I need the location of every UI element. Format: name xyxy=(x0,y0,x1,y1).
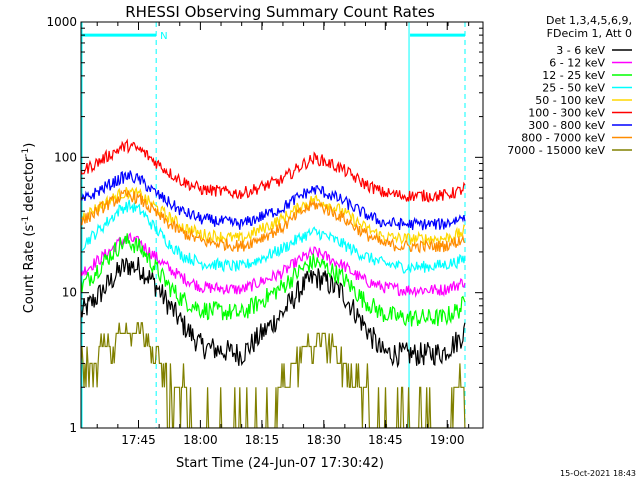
y-label-part-1: Count Rate (s xyxy=(22,225,37,314)
legend-entry-label: 100 - 300 keV xyxy=(528,107,605,120)
legend-header-line-1: Det 1,3,4,5,6,9, xyxy=(546,14,632,27)
legend-entry-label: 300 - 800 keV xyxy=(528,119,605,132)
plot-frame xyxy=(80,21,484,429)
y-tick-label: 1 xyxy=(69,421,77,435)
legend-entry-label: 7000 - 15000 keV xyxy=(507,144,605,157)
y-axis-label: Count Rate (s-1 detector-1) xyxy=(21,143,37,314)
y-tick-label: 10 xyxy=(62,286,77,300)
y-label-sup-2: -1 xyxy=(21,148,31,157)
series-line xyxy=(81,199,466,274)
x-tick-label: 18:45 xyxy=(368,433,403,447)
series-line xyxy=(81,232,466,298)
y-label-sup-1: -1 xyxy=(21,216,31,225)
series-line xyxy=(81,138,466,203)
legend-entry-label: 12 - 25 keV xyxy=(542,69,605,82)
x-axis-label: Start Time (24-Jun-07 17:30:42) xyxy=(176,456,384,471)
footer-timestamp: 15-Oct-2021 18:43 xyxy=(560,469,636,478)
y-tick-label: 100 xyxy=(54,150,77,164)
legend-header-line-2: FDecim 1, Att 0 xyxy=(547,27,632,40)
y-tick-label: 1000 xyxy=(46,15,77,29)
y-label-part-2: detector xyxy=(22,156,37,216)
flag-label: N xyxy=(160,31,167,42)
x-tick-label: 18:15 xyxy=(245,433,280,447)
legend-entry-label: 3 - 6 keV xyxy=(556,44,605,57)
series-line xyxy=(81,233,466,327)
legend-entry-label: 50 - 100 keV xyxy=(535,94,605,107)
series-line xyxy=(81,186,466,246)
series-layer xyxy=(81,138,466,428)
x-tick-label: 18:30 xyxy=(307,433,342,447)
series-line xyxy=(81,170,466,231)
axes: 1 10 100 1000 17:45 18:00 18:15 18:30 18:45 19:00 xyxy=(46,15,483,447)
y-label-part-3: ) xyxy=(22,143,37,148)
flags-layer: N xyxy=(82,31,465,42)
series-line xyxy=(81,189,466,254)
legend-entry-label: 25 - 50 keV xyxy=(542,82,605,95)
plot-area: N xyxy=(81,22,466,428)
legend: Det 1,3,4,5,6,9, FDecim 1, Att 0 3 - 6 k… xyxy=(507,14,632,157)
legend-entry-label: 800 - 7000 keV xyxy=(521,132,605,145)
series-line xyxy=(81,257,466,369)
x-tick-label: 17:45 xyxy=(121,433,156,447)
x-tick-label: 18:00 xyxy=(183,433,218,447)
x-tick-label: 19:00 xyxy=(430,433,465,447)
legend-entry-label: 6 - 12 keV xyxy=(549,57,605,70)
series-line xyxy=(81,322,466,428)
chart-title: RHESSI Observing Summary Count Rates xyxy=(125,3,435,21)
